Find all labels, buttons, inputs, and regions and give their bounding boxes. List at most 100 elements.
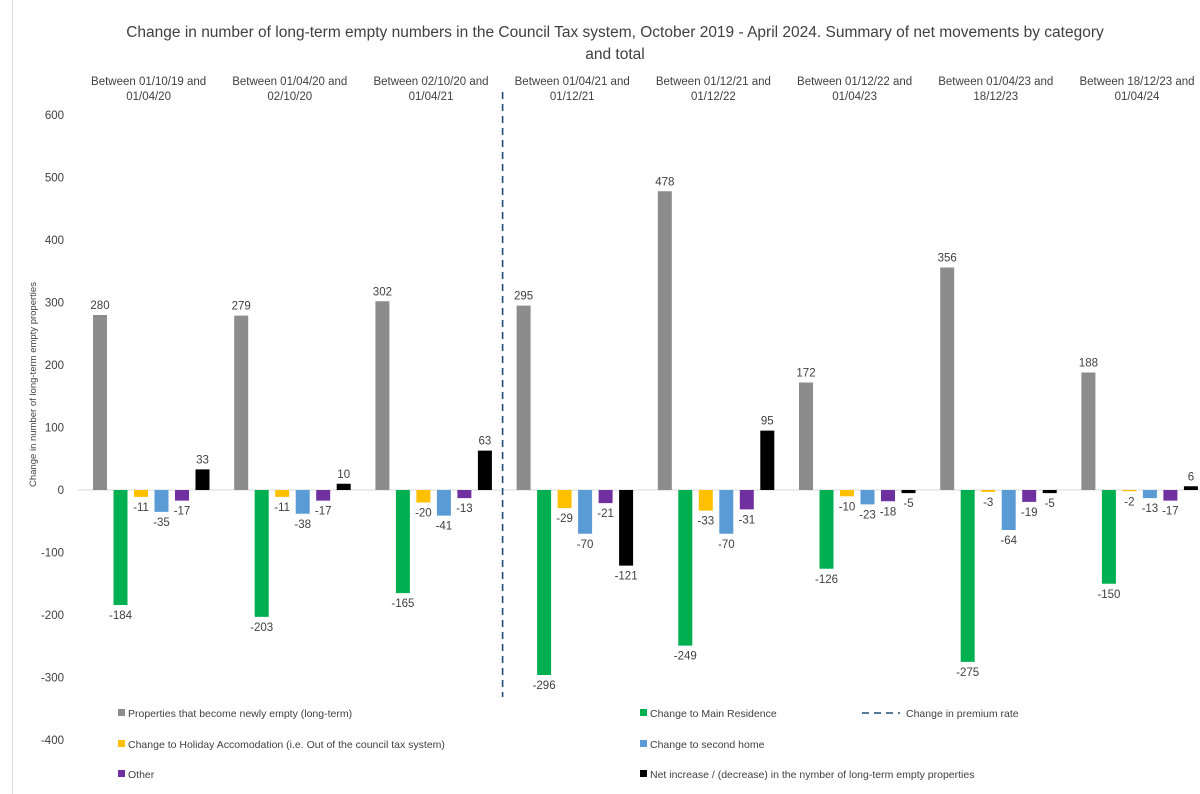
bar (799, 382, 813, 490)
bar (457, 490, 472, 499)
bar (698, 490, 713, 511)
data-label: -3 (983, 497, 993, 509)
y-tick-label: 0 (58, 485, 64, 497)
data-label: -41 (436, 521, 453, 533)
bar (1022, 490, 1037, 502)
data-label: 188 (1079, 358, 1098, 370)
category-label: Between 18/12/23 and (1079, 76, 1194, 88)
legend-swatch (118, 740, 125, 747)
bar (1142, 490, 1157, 499)
bar (657, 191, 672, 490)
data-label: -70 (577, 539, 594, 551)
data-label: -38 (294, 519, 311, 531)
legend-label: Net increase / (decrease) in the nymber … (650, 769, 974, 781)
y-axis-label: Change in number of long-term empty prop… (28, 282, 39, 487)
legend-label: Change in premium rate (906, 708, 1019, 720)
bar (1081, 372, 1096, 490)
data-label: 279 (232, 301, 251, 313)
category-label: 01/12/21 (550, 91, 595, 103)
data-label: -11 (133, 502, 149, 514)
bar (375, 301, 390, 490)
data-label: 302 (373, 286, 392, 298)
y-tick-label: 500 (45, 173, 64, 185)
data-label: 95 (761, 416, 774, 428)
bar (860, 490, 875, 505)
data-label: -275 (956, 667, 979, 679)
legend-swatch (640, 770, 647, 777)
category-label: Between 01/12/22 and (797, 76, 912, 88)
data-label: -10 (839, 501, 856, 513)
y-tick-label: -400 (41, 735, 64, 747)
data-label: 280 (90, 300, 109, 312)
bar (295, 490, 310, 514)
data-label: 356 (938, 253, 957, 265)
bar (316, 490, 331, 501)
bar (1001, 490, 1016, 530)
bar (598, 490, 613, 504)
bar (840, 490, 854, 497)
data-label: 10 (337, 469, 350, 481)
data-label: -35 (153, 517, 170, 529)
bar (395, 490, 410, 594)
bar (960, 490, 975, 662)
data-label: -121 (615, 571, 638, 583)
bar (336, 483, 351, 490)
legend-swatch (118, 709, 125, 716)
data-label: -23 (859, 509, 876, 521)
bar (940, 267, 955, 490)
data-label: -5 (1045, 498, 1055, 510)
legend-swatch (640, 709, 647, 716)
y-tick-label: 300 (45, 298, 64, 310)
category-label: Between 01/04/21 and (515, 76, 630, 88)
category-label: 18/12/23 (973, 91, 1018, 103)
data-label: -17 (174, 506, 191, 518)
legend-label: Properties that become newly empty (long… (128, 708, 352, 720)
bar (477, 450, 492, 490)
category-label: 01/04/20 (126, 91, 171, 103)
bar (416, 490, 431, 503)
bar (195, 469, 210, 490)
bar (516, 305, 531, 490)
bar (981, 490, 996, 492)
bar (436, 490, 451, 516)
data-label: -29 (556, 513, 573, 525)
category-label: 02/10/20 (267, 91, 312, 103)
category-label: Between 01/10/19 and (91, 76, 206, 88)
data-label: -184 (109, 610, 133, 622)
bar (1122, 490, 1137, 492)
bar (901, 490, 916, 494)
bar (719, 490, 734, 534)
y-tick-label: 400 (45, 235, 64, 247)
category-label: 01/04/21 (409, 91, 454, 103)
data-label: -18 (880, 506, 897, 518)
category-label: 01/12/22 (691, 91, 736, 103)
bar (1163, 490, 1178, 501)
data-label: -70 (718, 539, 735, 551)
bar (1042, 490, 1057, 494)
data-label: 63 (479, 436, 492, 448)
bar (1101, 490, 1116, 584)
bar (175, 490, 189, 501)
legend-label: Change to Main Residence (650, 708, 777, 720)
category-label: Between 01/12/21 and (656, 76, 771, 88)
category-label: 01/04/24 (1115, 91, 1160, 103)
bar (154, 490, 169, 512)
bar (619, 490, 634, 566)
chart-title: Change in number of long-term empty numb… (126, 24, 1104, 63)
data-label: -17 (315, 506, 332, 518)
bar (678, 490, 693, 646)
data-label: -203 (250, 622, 273, 634)
bar (234, 315, 249, 490)
bar (113, 490, 128, 605)
data-label: -33 (697, 516, 714, 528)
bar (760, 430, 775, 490)
data-label: 295 (514, 291, 533, 303)
data-label: -296 (533, 680, 556, 692)
bar (254, 490, 269, 617)
data-label: 172 (796, 368, 815, 380)
data-label: -20 (415, 508, 432, 520)
y-tick-label: 100 (45, 423, 64, 435)
data-label: -5 (903, 498, 913, 510)
